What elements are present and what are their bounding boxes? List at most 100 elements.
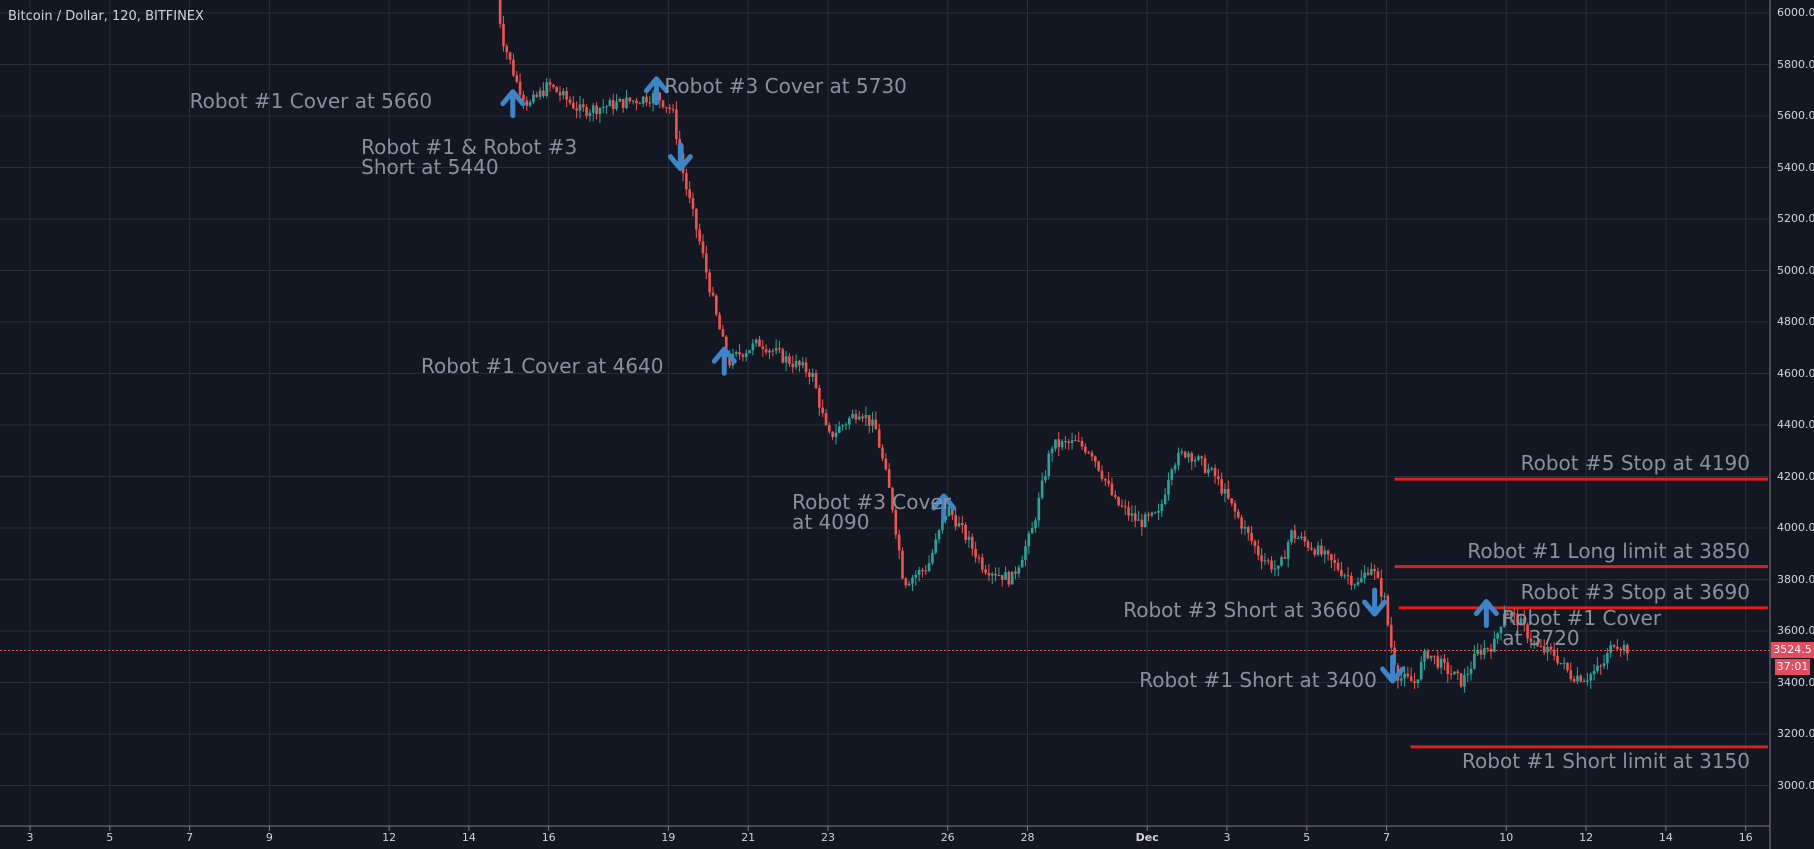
y-tick-label: 5200.0	[1777, 212, 1814, 225]
candle-body	[1280, 557, 1283, 566]
x-tick-label: 3	[1223, 831, 1231, 844]
candle-body	[798, 360, 801, 366]
candle-body	[1313, 549, 1317, 555]
candle-body	[1054, 439, 1057, 449]
candle-body	[1323, 550, 1327, 555]
candle-body	[1233, 503, 1237, 512]
x-tick-label: 16	[541, 831, 556, 844]
candle-body	[851, 413, 854, 419]
candle-body	[1506, 613, 1509, 616]
candle-body	[638, 103, 642, 105]
candle-body	[568, 99, 572, 103]
candle-body	[1263, 560, 1267, 562]
candle-body	[987, 572, 991, 576]
candle-body	[1110, 483, 1114, 496]
candle-body	[1064, 441, 1067, 443]
candle-body	[1027, 533, 1031, 547]
candle-body	[1094, 456, 1097, 462]
candle-body	[1419, 661, 1423, 680]
candle-body	[528, 102, 532, 106]
candle-body	[788, 356, 791, 364]
x-tick-label: 7	[1383, 831, 1391, 844]
candle-body	[711, 292, 715, 296]
candle-body	[834, 432, 838, 438]
candle-body	[1436, 656, 1440, 668]
candle-body	[1143, 514, 1147, 528]
candle-body	[1243, 527, 1247, 529]
candle-body	[1117, 496, 1120, 506]
candle-body	[937, 530, 941, 540]
y-tick-label: 3000.0	[1777, 778, 1814, 792]
y-tick-label: 4400.0	[1777, 418, 1814, 431]
candle-body	[1140, 519, 1144, 528]
candle-body	[784, 356, 788, 363]
candle-body	[1619, 648, 1622, 651]
candle-body	[1373, 568, 1376, 572]
candle-body	[1183, 451, 1187, 458]
candle-body	[625, 97, 628, 108]
y-tick-label: 3200.0	[1777, 727, 1814, 740]
candle-body	[1113, 495, 1117, 497]
level-label: Robot #3 Stop at 3690	[1520, 579, 1750, 604]
candle-body	[1343, 575, 1347, 577]
x-tick-label: 5	[106, 831, 114, 844]
candle-body	[1077, 440, 1081, 442]
candle-body	[1562, 662, 1566, 664]
y-tick-label: 3600.0	[1777, 624, 1814, 637]
y-tick-label: 5600.0	[1777, 109, 1814, 122]
candle-body	[1227, 488, 1230, 499]
candle-body	[598, 107, 602, 115]
candle-body	[1097, 461, 1100, 471]
candle-body	[1443, 658, 1446, 663]
candle-body	[1582, 681, 1586, 683]
candle-body	[977, 557, 981, 559]
candle-body	[1237, 511, 1240, 518]
candle-body	[1546, 646, 1549, 653]
candle-body	[1037, 497, 1041, 521]
annotation-label: Robot #1 & Robot #3 Short at 5440	[361, 134, 578, 179]
arrow-up-icon	[711, 346, 737, 376]
candle-body	[728, 356, 731, 366]
candle-body	[1479, 649, 1483, 655]
candle-body	[1034, 520, 1037, 529]
candle-body	[1147, 514, 1150, 516]
candle-body	[532, 94, 535, 103]
candle-body	[661, 100, 665, 108]
candle-body	[1104, 478, 1107, 481]
candle-body	[562, 91, 565, 96]
candle-body	[615, 101, 618, 109]
candle-body	[1559, 662, 1563, 664]
candle-body	[1429, 655, 1433, 659]
candle-body	[1386, 595, 1390, 625]
candle-body	[1180, 451, 1184, 453]
y-tick-label: 4600.0	[1777, 366, 1814, 380]
y-tick-label: 3800.0	[1777, 572, 1814, 586]
candle-body	[1230, 498, 1233, 504]
candle-body	[1157, 510, 1160, 513]
candle-body	[1626, 644, 1629, 654]
candle-body	[927, 563, 931, 572]
candle-body	[518, 81, 522, 95]
candle-body	[1137, 519, 1140, 521]
candle-body	[861, 416, 864, 419]
x-tick-label: 12	[1579, 831, 1594, 844]
candle-body	[1446, 662, 1450, 674]
candle-body	[974, 548, 977, 558]
candle-body	[1060, 441, 1064, 448]
candle-body	[738, 352, 741, 355]
candle-body	[1509, 613, 1513, 616]
x-tick-label: 28	[1020, 831, 1035, 844]
candle-body	[641, 96, 645, 104]
candle-body	[1270, 560, 1273, 570]
level-lines	[0, 477, 1770, 749]
candle-body	[954, 514, 957, 527]
candle-body	[1416, 679, 1420, 684]
candle-body	[1542, 646, 1546, 653]
y-tick-label: 5400.0	[1777, 160, 1814, 174]
candle-body	[1296, 538, 1300, 540]
candle-body	[1310, 547, 1313, 550]
candle-body	[1336, 562, 1340, 570]
x-tick-label: 5	[1303, 831, 1311, 844]
candle-body	[1539, 646, 1543, 648]
candle-body	[791, 363, 795, 368]
